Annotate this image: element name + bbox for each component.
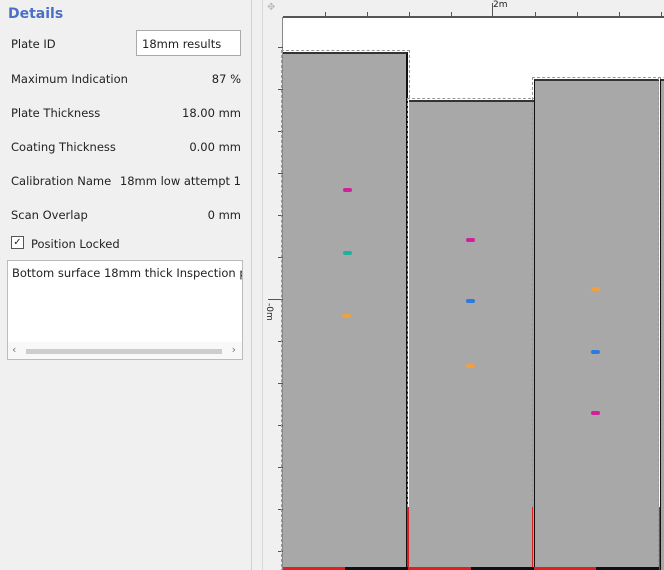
edge-flag	[532, 507, 533, 570]
bottom-flag	[409, 567, 471, 570]
scan-overlap-value: 0 mm	[207, 208, 241, 222]
y-ruler-tick	[278, 257, 283, 258]
y-ruler-tick	[278, 131, 283, 132]
y-ruler-tick	[278, 551, 283, 552]
notes-textarea[interactable]: Bottom surface 18mm thick Inspection pla…	[7, 260, 243, 360]
notes-horizontal-scrollbar[interactable]: ‹ ›	[8, 342, 242, 359]
y-ruler-tick	[268, 299, 283, 300]
calibration-name-value: 18mm low attempt 1	[119, 174, 241, 188]
details-title: Details	[8, 6, 64, 22]
coating-thickness-label: Coating Thickness	[11, 140, 116, 154]
edge-flag	[407, 507, 409, 570]
move-handle-icon[interactable]: ✥	[267, 2, 276, 13]
indication-marker[interactable]	[342, 314, 351, 318]
indication-marker[interactable]	[343, 188, 352, 192]
plate-3[interactable]	[532, 77, 661, 570]
indication-marker[interactable]	[343, 251, 352, 255]
x-ruler	[283, 16, 664, 18]
max-indication-label: Maximum Indication	[11, 72, 128, 86]
bottom-flag	[534, 567, 596, 570]
x-ruler-tick	[325, 12, 326, 17]
indication-marker[interactable]	[591, 350, 600, 354]
position-locked-label: Position Locked	[31, 237, 120, 251]
bottom-flag	[283, 567, 345, 570]
edge-flag	[659, 507, 660, 570]
x-ruler-tick	[451, 12, 452, 17]
y-ruler-tick	[278, 341, 283, 342]
plate-4[interactable]	[658, 77, 664, 570]
plate-id-input[interactable]: 18mm results	[136, 30, 241, 56]
y-ruler-tick	[278, 509, 283, 510]
x-ruler-tick	[367, 12, 368, 17]
plate-thickness-label: Plate Thickness	[11, 106, 101, 120]
scroll-right-icon[interactable]: ›	[231, 343, 236, 356]
x-ruler-tick	[409, 12, 410, 17]
plate-id-label: Plate ID	[11, 37, 56, 51]
plate-thickness-value: 18.00 mm	[182, 106, 241, 120]
plate-1[interactable]	[281, 50, 410, 570]
bottom-edge	[345, 567, 408, 570]
y-ruler	[282, 17, 283, 570]
y-ruler-tick	[278, 425, 283, 426]
y-ruler-tick	[278, 47, 283, 48]
plate-2[interactable]	[407, 98, 536, 570]
notes-text: Bottom surface 18mm thick Inspection pla…	[12, 266, 243, 280]
vertical-ruler-line	[262, 0, 263, 570]
scrollbar-thumb[interactable]	[26, 349, 222, 354]
scan-overlap-label: Scan Overlap	[11, 208, 88, 222]
y-ruler-tick	[278, 467, 283, 468]
indication-marker[interactable]	[466, 299, 475, 303]
indication-marker[interactable]	[466, 364, 475, 368]
max-indication-value: 87 %	[211, 72, 241, 86]
scroll-left-icon[interactable]: ‹	[12, 343, 17, 356]
calibration-name-label: Calibration Name	[11, 174, 112, 188]
x-ruler-tick	[619, 12, 620, 17]
y-ruler-tick	[278, 89, 283, 90]
indication-marker[interactable]	[591, 411, 600, 415]
bottom-edge	[471, 567, 534, 570]
details-panel: Details Plate ID 18mm results Maximum In…	[0, 0, 252, 570]
x-ruler-tick	[661, 12, 662, 17]
y-ruler-label: -0m	[264, 303, 274, 321]
position-locked-checkbox[interactable]: ✓	[11, 236, 24, 249]
y-ruler-tick	[278, 173, 283, 174]
indication-marker[interactable]	[466, 238, 475, 242]
x-ruler-tick	[535, 12, 536, 17]
x-ruler-label: 2m	[493, 0, 508, 10]
indication-marker[interactable]	[591, 287, 600, 291]
y-ruler-tick	[278, 383, 283, 384]
x-ruler-tick	[577, 12, 578, 17]
coating-thickness-value: 0.00 mm	[189, 140, 241, 154]
bottom-edge	[596, 567, 659, 570]
x-ruler-tick	[492, 3, 493, 17]
y-ruler-tick	[278, 215, 283, 216]
